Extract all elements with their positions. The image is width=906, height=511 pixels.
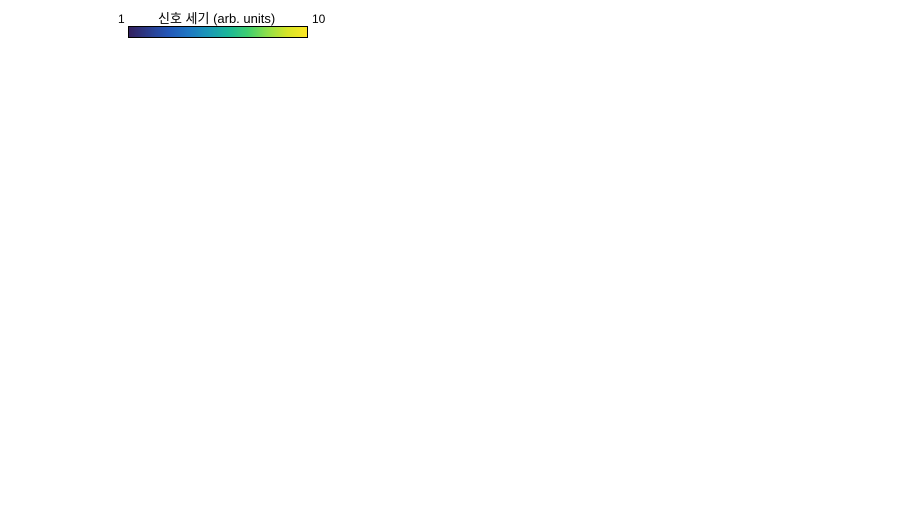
colorbar-area: 1 신호 세기 (arb. units) 10: [68, 8, 358, 38]
colorbar-max: 10: [312, 12, 325, 26]
colorbar-label: 신호 세기 (arb. units): [158, 8, 275, 27]
colorbar-min: 1: [118, 12, 125, 26]
colorbar: [128, 26, 308, 38]
